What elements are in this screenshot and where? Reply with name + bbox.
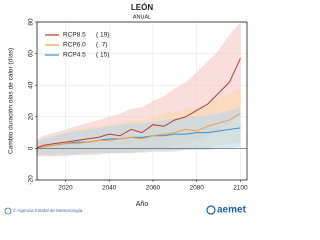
legend-count: ( 7) — [96, 42, 108, 49]
logo-icon — [206, 205, 216, 215]
chart-title: LEÓN — [131, 3, 153, 12]
y-tick-label: 20 — [28, 113, 35, 121]
footer-credit: © Agencia Estatal de Meteorología — [13, 207, 83, 213]
x-tick-label: 2020 — [58, 185, 73, 192]
legend-label: RCP8.5 — [63, 32, 86, 39]
chart: LEÓN ANUAL Cambio duración olas de calor… — [4, 3, 248, 216]
y-tick-label: -20 — [28, 175, 35, 185]
legend-count: ( 19) — [96, 32, 109, 39]
x-tick-label: 2100 — [233, 185, 248, 192]
x-tick-label: 2040 — [102, 185, 117, 192]
uncertainty-band — [37, 107, 241, 155]
y-tick-label: 80 — [28, 18, 35, 26]
y-tick-label: 0 — [28, 146, 35, 150]
series-line — [37, 113, 241, 149]
y-axis-label: Cambio duración olas de calor (días) — [8, 48, 15, 154]
footer-logo: aemet — [217, 205, 247, 216]
x-tick-label: 2060 — [146, 185, 161, 192]
page: LEÓN ANUAL Cambio duración olas de calor… — [4, 3, 249, 216]
y-tick-label: 60 — [28, 50, 35, 58]
series-line — [37, 58, 241, 149]
legend-label: RCP6.0 — [63, 42, 86, 49]
x-axis-label: Año — [136, 201, 149, 208]
chart-subtitle: ANUAL — [133, 14, 151, 20]
credit-icon — [4, 207, 12, 215]
plot-frame — [36, 21, 248, 181]
y-tick-label: 40 — [28, 81, 35, 89]
legend-label: RCP4.5 — [63, 52, 86, 59]
legend-count: ( 15) — [96, 52, 109, 59]
x-tick-label: 2080 — [189, 185, 204, 192]
